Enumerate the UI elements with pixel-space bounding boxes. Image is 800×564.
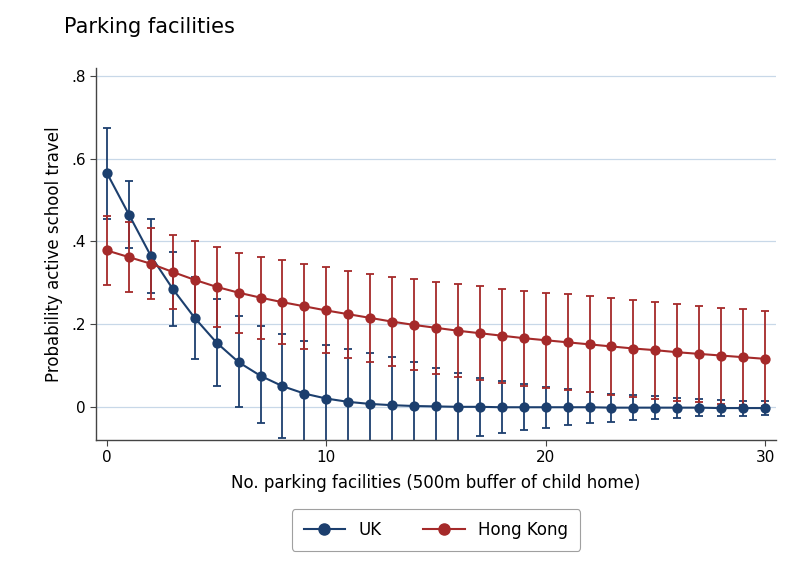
Point <box>276 298 289 307</box>
Point <box>495 403 508 412</box>
Point <box>474 402 486 411</box>
Point <box>430 323 442 332</box>
Point <box>188 314 201 323</box>
Point <box>386 317 398 326</box>
Point <box>210 283 223 292</box>
Point <box>145 259 158 268</box>
Legend: UK, Hong Kong: UK, Hong Kong <box>292 509 580 550</box>
Point <box>737 352 750 362</box>
Point <box>320 394 333 403</box>
Point <box>518 334 530 343</box>
Point <box>714 351 727 360</box>
Point <box>693 349 706 358</box>
Point <box>627 344 640 353</box>
Point <box>364 314 377 323</box>
Point <box>254 371 267 380</box>
Point <box>254 293 267 302</box>
X-axis label: No. parking facilities (500m buffer of child home): No. parking facilities (500m buffer of c… <box>231 474 641 492</box>
Point <box>408 402 421 411</box>
Point <box>430 402 442 411</box>
Point <box>649 346 662 355</box>
Point <box>122 210 135 219</box>
Point <box>276 382 289 391</box>
Point <box>649 403 662 412</box>
Point <box>451 326 464 335</box>
Point <box>232 358 245 367</box>
Point <box>408 320 421 329</box>
Point <box>605 403 618 412</box>
Point <box>342 310 354 319</box>
Point <box>364 399 377 408</box>
Point <box>737 404 750 413</box>
Point <box>758 354 771 363</box>
Point <box>583 403 596 412</box>
Point <box>342 398 354 407</box>
Point <box>298 389 310 398</box>
Point <box>232 288 245 297</box>
Point <box>101 169 114 178</box>
Text: Parking facilities: Parking facilities <box>64 17 235 37</box>
Point <box>320 306 333 315</box>
Point <box>188 275 201 284</box>
Point <box>210 338 223 347</box>
Point <box>583 340 596 349</box>
Point <box>714 404 727 413</box>
Point <box>605 342 618 351</box>
Point <box>671 348 684 357</box>
Point <box>298 302 310 311</box>
Point <box>693 403 706 412</box>
Point <box>539 336 552 345</box>
Point <box>145 252 158 261</box>
Point <box>562 403 574 412</box>
Point <box>386 400 398 409</box>
Point <box>495 331 508 340</box>
Point <box>562 338 574 347</box>
Point <box>539 403 552 412</box>
Point <box>474 329 486 338</box>
Y-axis label: Probability active school travel: Probability active school travel <box>45 126 62 382</box>
Point <box>122 253 135 262</box>
Point <box>451 402 464 411</box>
Point <box>166 284 179 293</box>
Point <box>518 403 530 412</box>
Point <box>627 403 640 412</box>
Point <box>166 267 179 276</box>
Point <box>101 246 114 255</box>
Point <box>758 404 771 413</box>
Point <box>671 403 684 412</box>
